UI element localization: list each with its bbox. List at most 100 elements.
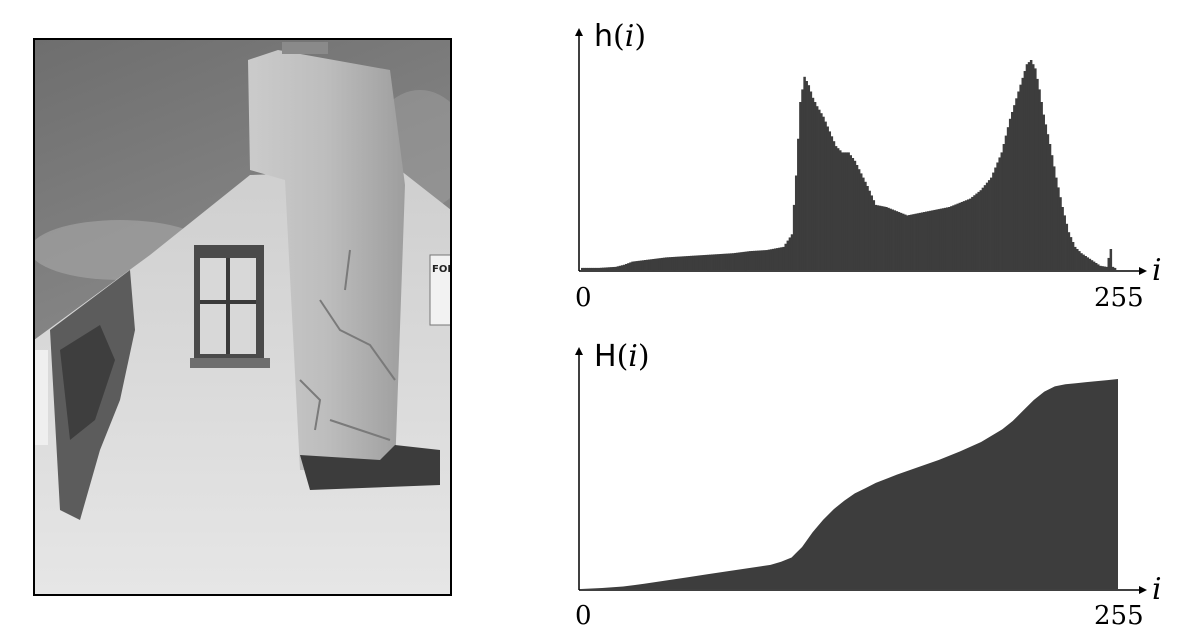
histogram-bar (1059, 197, 1062, 270)
histogram-bar (876, 205, 880, 270)
histogram-bar (620, 265, 624, 270)
histogram-bar (1027, 62, 1031, 270)
histogram-bar (683, 256, 687, 270)
histogram-bar (956, 203, 959, 270)
histogram-bar (815, 106, 819, 270)
histogram-bar (1088, 258, 1092, 270)
histogram-bar (929, 210, 932, 270)
histogram-bar (650, 259, 653, 270)
histogram-bar (922, 212, 926, 270)
histogram-bar (901, 213, 905, 270)
histogram-bar (975, 193, 978, 270)
histogram-bar (987, 180, 991, 270)
histogram-bar (1067, 232, 1071, 270)
histogram-bar (1040, 102, 1043, 270)
histogram-bar (874, 204, 878, 270)
histogram-bar (813, 102, 817, 270)
histogram-bar (1052, 166, 1056, 270)
histogram-title: h(i) (594, 19, 646, 54)
photo-cracks (299, 249, 396, 441)
histogram-bar (904, 214, 907, 270)
histogram-bar (1099, 265, 1102, 270)
histogram-bar (843, 152, 846, 270)
histogram-bar (864, 181, 867, 270)
histogram-bar (870, 195, 873, 270)
histogram-bar (797, 138, 800, 270)
histogram-bar (742, 251, 746, 270)
histogram-bar (897, 212, 901, 270)
histogram-bar (1092, 261, 1096, 270)
histogram-bar (738, 252, 741, 270)
histogram-bar (746, 251, 750, 270)
histogram-bar (1015, 98, 1018, 270)
histogram-bar (958, 202, 962, 270)
cumulative-title: H(i) (594, 339, 650, 374)
histogram-bar (834, 146, 838, 270)
histogram-bar (660, 257, 664, 270)
histogram-bar (1017, 91, 1020, 270)
histogram-bar (950, 206, 953, 270)
histogram-bar (1111, 266, 1115, 270)
histogram-bar (973, 195, 976, 270)
histogram-bar (966, 199, 970, 270)
histogram-bar (790, 234, 794, 270)
histogram-bar (685, 256, 689, 270)
histogram-bar (1034, 68, 1037, 271)
histogram-bar (671, 257, 674, 270)
histogram-bar (820, 113, 823, 270)
histogram-bar (857, 169, 861, 270)
histogram-bars (581, 60, 1117, 271)
photo-border (33, 38, 452, 596)
histogram-bar (807, 85, 811, 270)
histogram-bar (1055, 177, 1058, 270)
histogram-bar (1063, 215, 1066, 270)
histogram-bar (824, 121, 827, 270)
histogram-bar (734, 252, 737, 270)
histogram-bar (618, 265, 622, 270)
histogram-bar (1048, 144, 1052, 270)
histogram-bar (778, 247, 781, 270)
histogram-bar (677, 256, 680, 270)
histogram-bar (916, 213, 920, 270)
histogram-bar (868, 190, 871, 270)
histogram-bar (809, 91, 813, 270)
histogram-bar (1006, 127, 1010, 270)
building-photo: FOR (34, 39, 451, 595)
histogram-bar (1008, 118, 1012, 270)
histogram-bar (587, 267, 590, 270)
histogram-bar (604, 267, 607, 270)
cumulative-chart: H(i) i 0 255 (575, 339, 1162, 631)
histogram-bar (912, 214, 915, 270)
cumulative-tick-0: 0 (575, 601, 592, 631)
histogram-bar (687, 255, 691, 270)
histogram-bar (801, 89, 804, 271)
histogram-bar (992, 172, 995, 270)
histogram-bar (704, 254, 708, 270)
histogram-bar (641, 260, 645, 270)
histogram-bar (945, 207, 949, 270)
cumulative-title-func: H (594, 339, 617, 374)
histogram-bar (729, 253, 733, 270)
histogram-bar (828, 131, 832, 270)
histogram-bar (962, 201, 966, 270)
histogram-bar (952, 205, 955, 270)
histogram-bar (853, 160, 857, 270)
histogram-bar (589, 267, 592, 270)
histogram-bar (608, 267, 611, 270)
histogram-bar (1071, 242, 1075, 270)
cumulative-tick-255: 255 (1094, 601, 1144, 631)
histogram-bar (830, 136, 834, 270)
histogram-bar (872, 200, 876, 271)
histogram-bar (648, 259, 651, 270)
histogram-bar (878, 205, 882, 270)
histogram-bar (927, 211, 930, 270)
histogram-bar (664, 257, 668, 270)
histogram-bar (832, 141, 836, 270)
histogram-bar (610, 267, 613, 270)
histogram-bar (836, 148, 840, 270)
cumulative-area-fill (581, 379, 1118, 589)
histogram-bar (925, 211, 928, 270)
histogram-bar (667, 257, 670, 270)
histogram-bar (637, 260, 641, 270)
histogram-bar (935, 209, 938, 270)
